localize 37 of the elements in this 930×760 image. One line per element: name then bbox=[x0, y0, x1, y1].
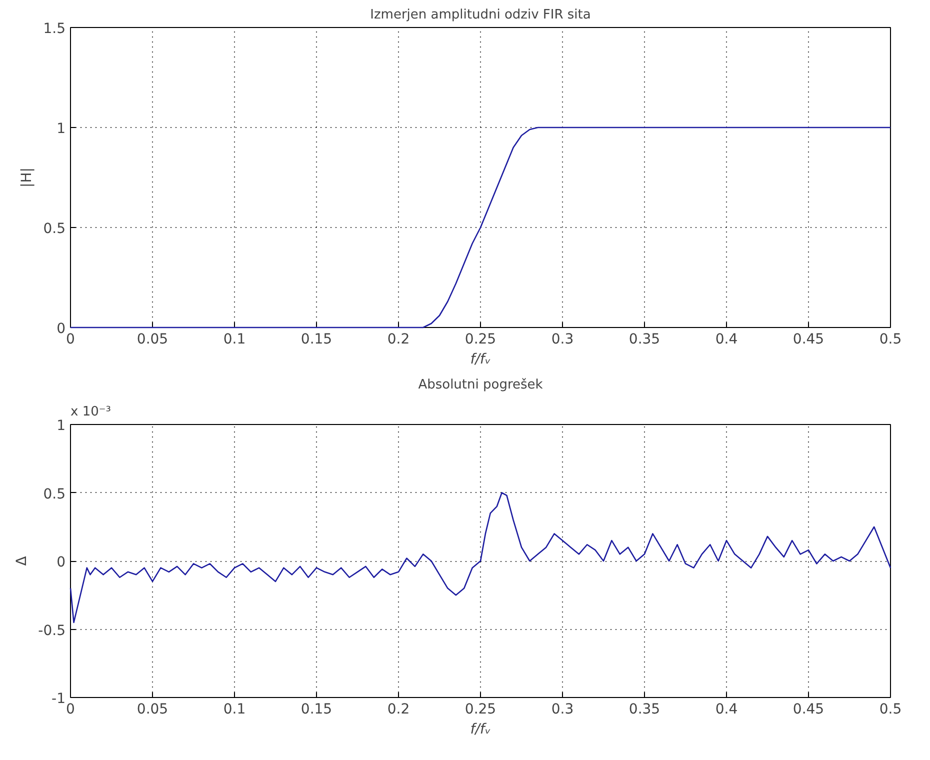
x-axis-title: f/fᵥ bbox=[470, 722, 491, 738]
x-tick-label: 0.2 bbox=[387, 332, 410, 348]
x-tick-label: 0.3 bbox=[551, 332, 574, 348]
y-axis-title: |H| bbox=[19, 168, 36, 188]
x-tick-label: 0.35 bbox=[628, 702, 660, 718]
x-tick-label: 0.25 bbox=[464, 702, 496, 718]
x-tick-label: 0.5 bbox=[879, 702, 902, 718]
x-tick-label: 0.35 bbox=[628, 332, 660, 348]
y-tick-label: 1 bbox=[56, 418, 66, 434]
x-tick-label: 0.45 bbox=[792, 332, 824, 348]
y-tick-label: 0 bbox=[56, 321, 66, 337]
x-tick-label: 0.5 bbox=[879, 332, 902, 348]
x-tick-label: 0.1 bbox=[223, 702, 246, 718]
chart-title: Absolutni pogrešek bbox=[418, 378, 544, 392]
chart-title: Izmerjen amplitudni odziv FIR sita bbox=[370, 8, 591, 22]
y-tick-label: -1 bbox=[52, 691, 66, 707]
x-tick-label: 0.2 bbox=[387, 702, 410, 718]
x-tick-label: 0.05 bbox=[136, 702, 168, 718]
line-series bbox=[70, 492, 892, 624]
y-tick-label: 1 bbox=[56, 121, 66, 137]
x-tick-label: 0.25 bbox=[464, 332, 496, 348]
y-tick-label: 0.5 bbox=[43, 486, 66, 502]
y-axis-title: Δ bbox=[14, 556, 30, 566]
x-tick-label: 0.05 bbox=[136, 332, 168, 348]
x-axis-title: f/fᵥ bbox=[470, 352, 491, 368]
x-tick-label: 0.3 bbox=[551, 702, 574, 718]
y-tick-label: 0.5 bbox=[43, 221, 66, 237]
y-tick-label: 1.5 bbox=[43, 21, 66, 37]
x-tick-label: 0.4 bbox=[715, 702, 738, 718]
x-tick-label: 0.15 bbox=[300, 702, 332, 718]
x-tick-label: 0.45 bbox=[792, 702, 824, 718]
x-tick-label: 0.4 bbox=[715, 332, 738, 348]
text: x 10⁻³ bbox=[70, 404, 111, 420]
y-tick-label: 0 bbox=[56, 554, 66, 570]
x-tick-label: 0.15 bbox=[300, 332, 332, 348]
x-tick-label: 0.1 bbox=[223, 332, 246, 348]
y-tick-label: -0.5 bbox=[38, 622, 66, 639]
